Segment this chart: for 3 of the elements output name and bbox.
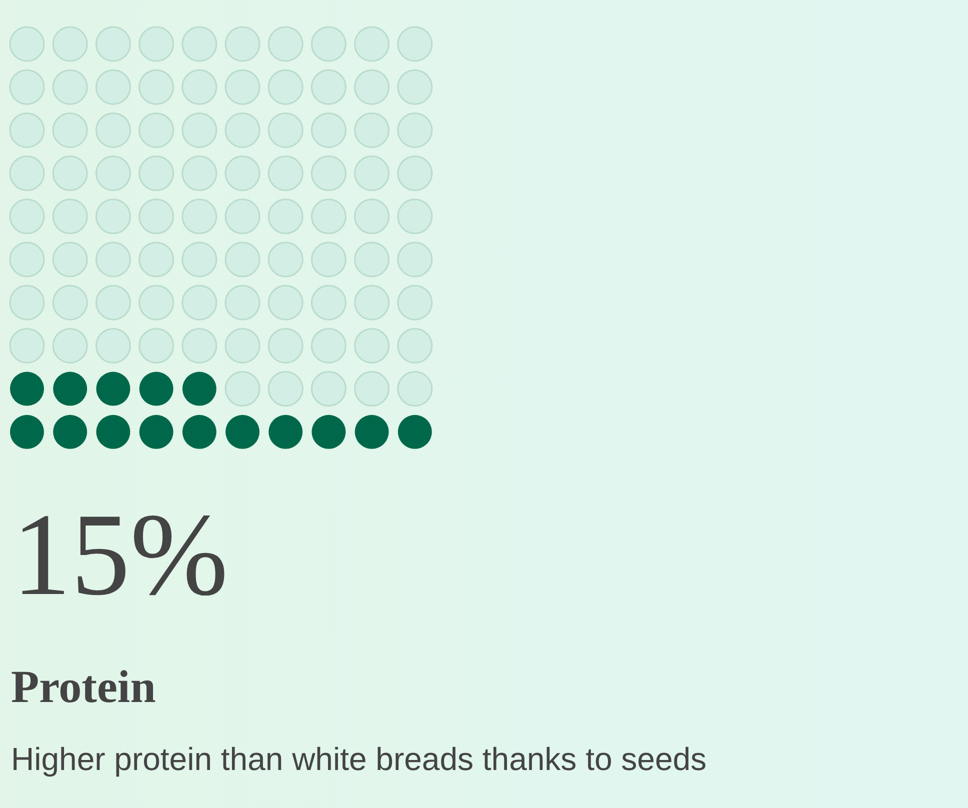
data-label: 15% bbox=[12, 489, 228, 620]
category-label: Protein bbox=[11, 661, 156, 713]
text: Higher protein than white breads thanks to seeds bbox=[11, 741, 707, 778]
